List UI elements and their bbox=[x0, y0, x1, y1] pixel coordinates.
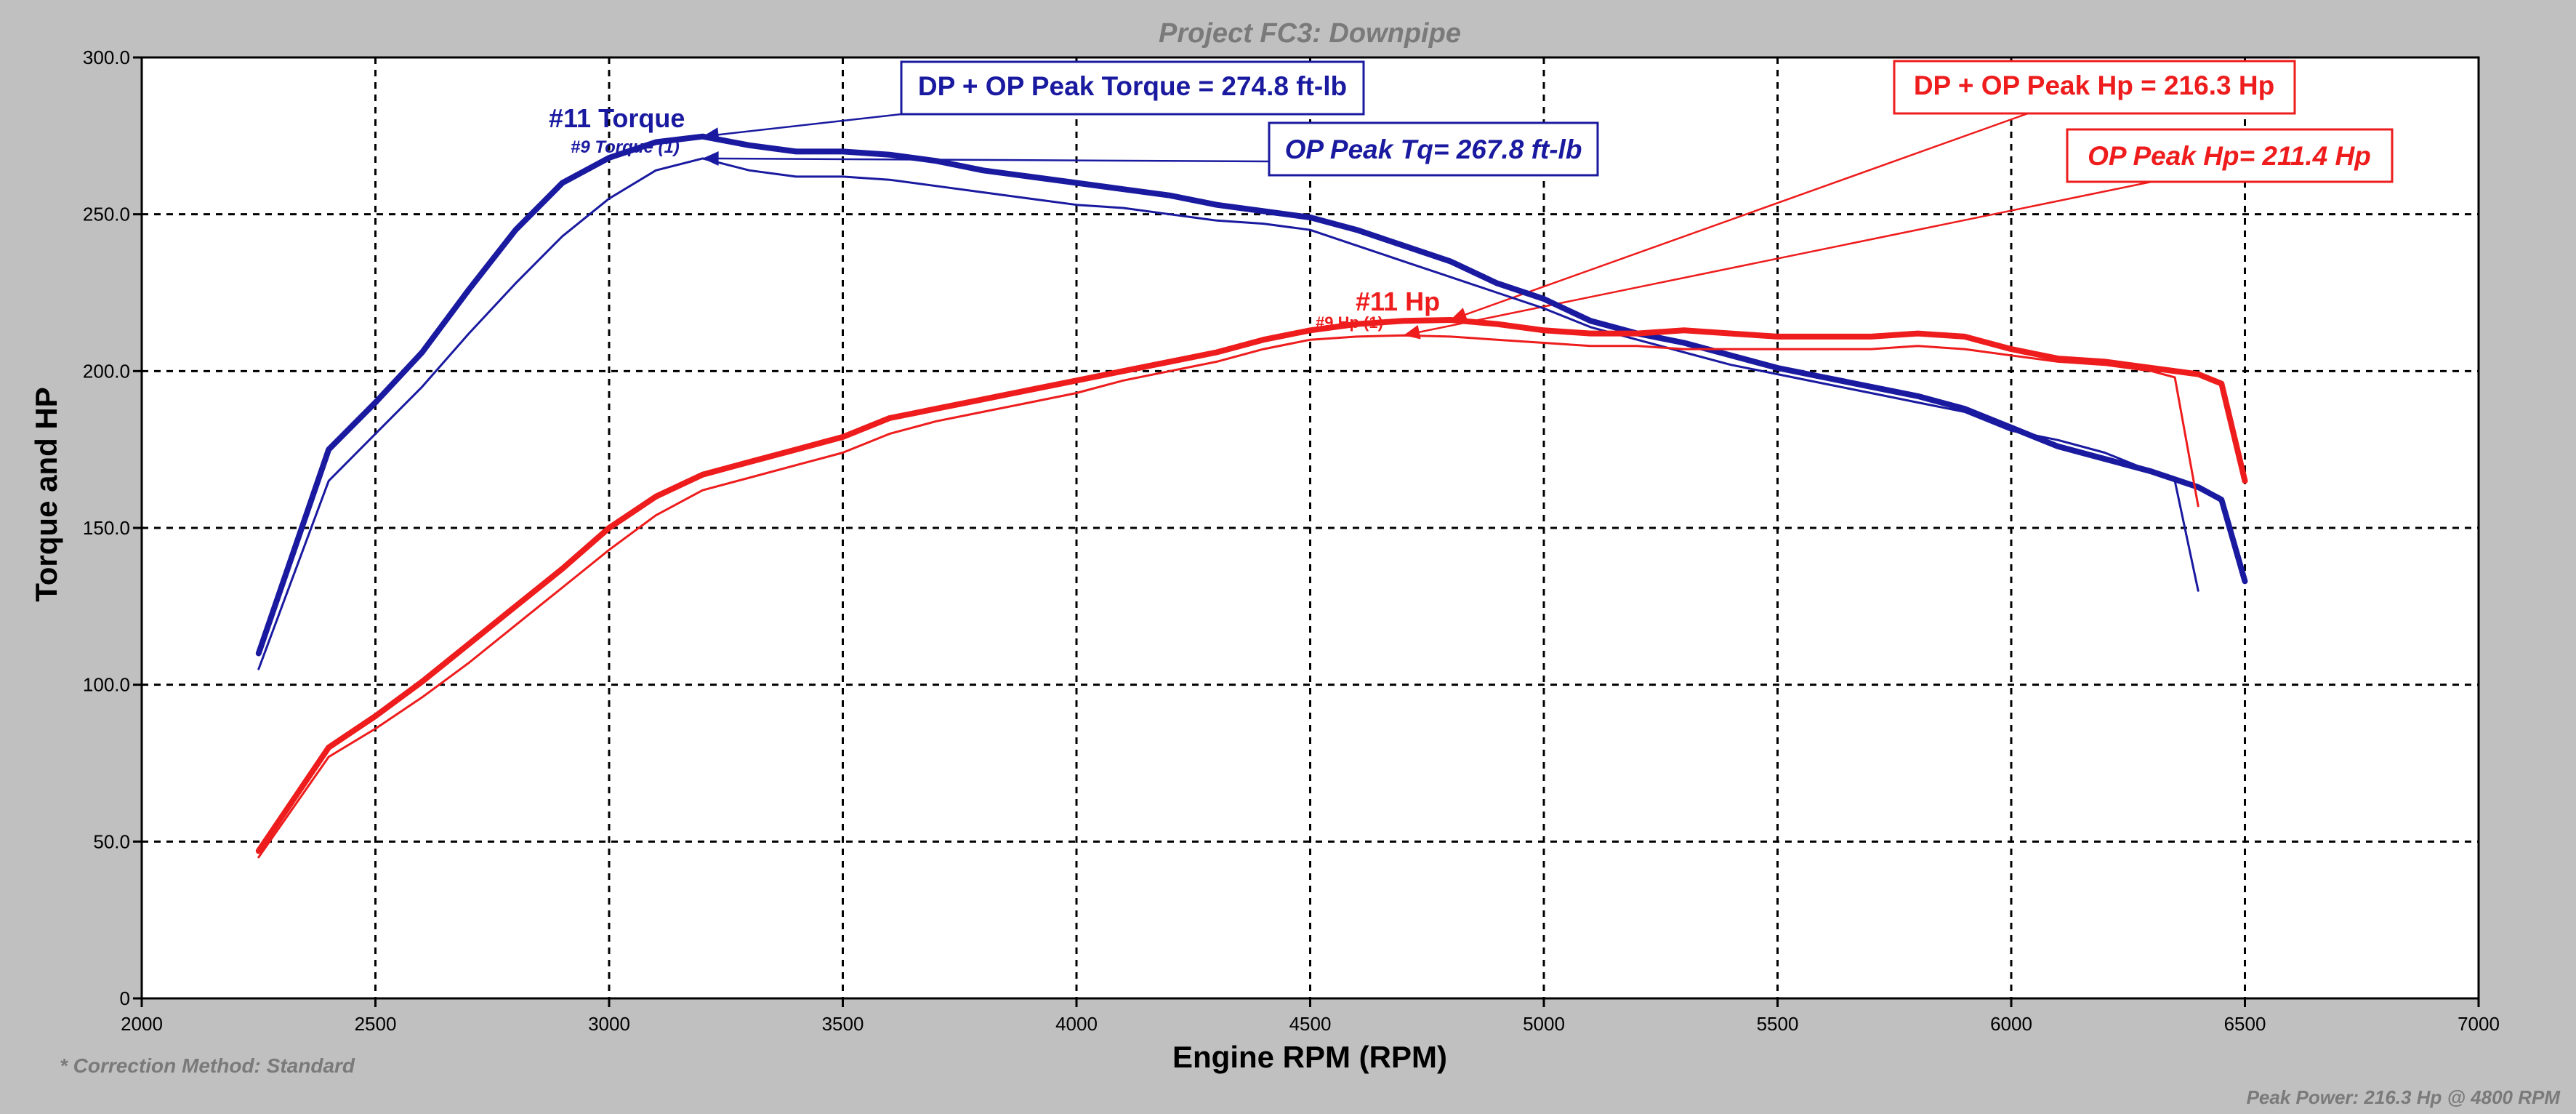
series-line-11-torque bbox=[255, 133, 2248, 657]
callout-box-op-peak-hp bbox=[2066, 128, 2394, 183]
annotation-leaders bbox=[702, 112, 2152, 340]
x-tick-label-6000: 6000 bbox=[1990, 1013, 2032, 1035]
x-axis-label: Engine RPM (RPM) bbox=[1172, 1040, 1447, 1074]
x-tick-label-3500: 3500 bbox=[822, 1013, 864, 1035]
y-axis-label: Torque and HP bbox=[29, 387, 63, 602]
x-tick-label-4000: 4000 bbox=[1055, 1013, 1098, 1035]
leader-line-op-peak-hp bbox=[1403, 180, 2152, 337]
callout-op-peak-hp: OP Peak Hp= 211.4 Hp bbox=[2088, 141, 2371, 171]
y-tick-label-0: 0 bbox=[120, 987, 130, 1009]
callout-box-dp-op-peak-hp bbox=[1893, 60, 2296, 115]
x-tick-label-2500: 2500 bbox=[355, 1013, 397, 1035]
y-tick-label-200: 200.0 bbox=[83, 360, 130, 382]
callout-box-dp-op-peak-torque bbox=[900, 60, 1365, 116]
series-line-11-hp bbox=[255, 317, 2248, 854]
label-11-torque: #11 Torque bbox=[549, 103, 685, 133]
x-tick-label-6500: 6500 bbox=[2224, 1013, 2266, 1035]
x-tick-label-5000: 5000 bbox=[1523, 1013, 1565, 1035]
series-line-9-hp-1 bbox=[257, 334, 2199, 859]
series-group bbox=[255, 133, 2248, 859]
x-tick-label-3000: 3000 bbox=[588, 1013, 630, 1035]
y-tick-label-100: 100.0 bbox=[83, 674, 130, 696]
x-axis: 2000 2500 3000 3500 4000 4500 5000 5500 6000 6500… bbox=[121, 998, 2500, 1035]
label-9-torque: #9 Torque (1) bbox=[571, 137, 680, 157]
y-tick-label-50: 50.0 bbox=[93, 830, 130, 852]
y-tick-label-250: 250.0 bbox=[83, 204, 130, 225]
footnote-peak-power: Peak Power: 216.3 Hp @ 4800 RPM bbox=[2247, 1086, 2561, 1108]
annotation-group: #11 Torque #9 Torque (1) #11 Hp #9 Hp (1… bbox=[549, 60, 2394, 332]
y-tick-label-300: 300.0 bbox=[83, 47, 130, 68]
series-line-9-torque-1 bbox=[257, 157, 2199, 670]
x-tick-label-5500: 5500 bbox=[1757, 1013, 1799, 1035]
label-9-hp: #9 Hp (1) bbox=[1316, 313, 1383, 332]
y-tick-label-150: 150.0 bbox=[83, 517, 130, 539]
label-11-hp: #11 Hp bbox=[1356, 286, 1440, 316]
y-axis: 0 50.0 100.0 150.0 200.0 250.0 300.0 bbox=[83, 47, 142, 1009]
x-tick-label-7000: 7000 bbox=[2458, 1013, 2500, 1035]
x-tick-label-2000: 2000 bbox=[121, 1013, 163, 1035]
leader-line-dp-op-peak-hp bbox=[1449, 112, 2029, 321]
callout-box-op-peak-tq bbox=[1268, 121, 1599, 177]
callout-dp-op-peak-torque: DP + OP Peak Torque = 274.8 ft-lb bbox=[918, 71, 1347, 101]
leader-line-dp-op-peak-torque bbox=[702, 113, 902, 137]
callout-dp-op-peak-hp: DP + OP Peak Hp = 216.3 Hp bbox=[1914, 71, 2274, 100]
footnote-correction-method: * Correction Method: Standard bbox=[60, 1054, 355, 1077]
chart-title: Project FC3: Downpipe bbox=[1159, 18, 1461, 49]
callout-op-peak-tq: OP Peak Tq= 267.8 ft-lb bbox=[1285, 135, 1582, 164]
x-tick-label-4500: 4500 bbox=[1289, 1013, 1332, 1035]
leader-line-op-peak-tq bbox=[702, 157, 1270, 163]
